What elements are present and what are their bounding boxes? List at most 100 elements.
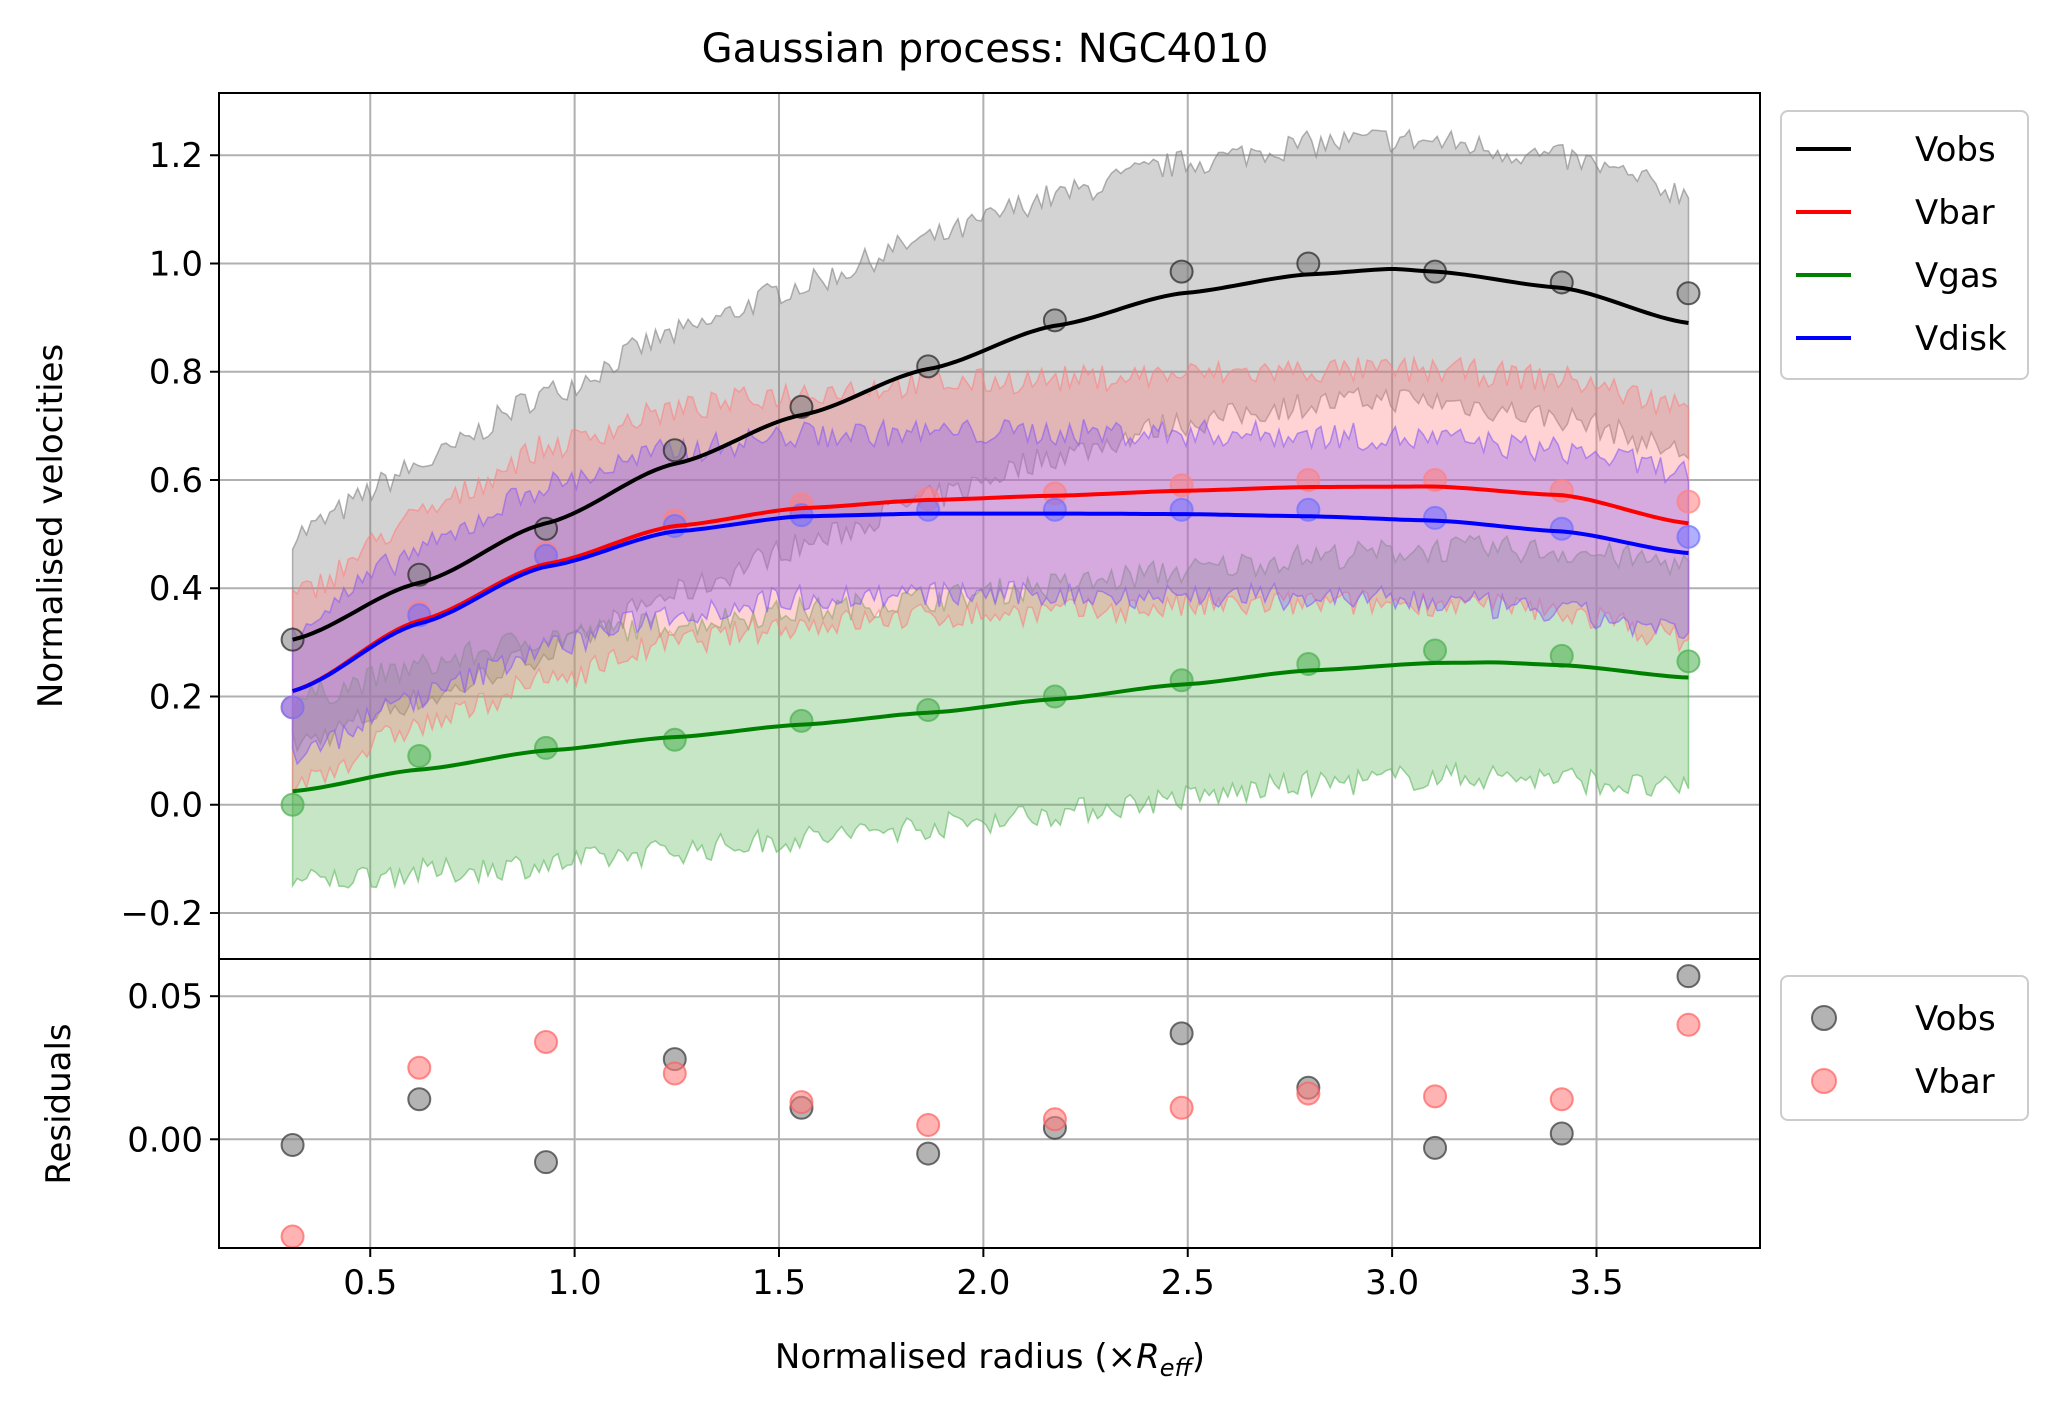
xtick-label-2: 1.5 xyxy=(752,1263,806,1303)
point-vgas-5 xyxy=(916,698,941,723)
residual-vbar-5 xyxy=(916,1112,941,1137)
legend-label-vobs: Vobs xyxy=(1915,130,1996,170)
fit-line-vdisk xyxy=(292,511,1689,694)
residuals-legend-box xyxy=(1780,975,2029,1121)
xtick-label-5: 3.0 xyxy=(1365,1263,1419,1303)
point-vgas-9 xyxy=(1423,638,1448,663)
residual-vobs-2 xyxy=(534,1150,559,1175)
main-ytick-label-5: 0.8 xyxy=(149,353,203,393)
residuals-y-ticks: 0.00 0.05 xyxy=(127,977,219,1160)
x-ticks: 0.5 1.0 1.5 2.0 2.5 3.0 3.5 xyxy=(343,1248,1624,1303)
legend-label-vdisk: Vdisk xyxy=(1915,319,2007,359)
residuals-legend: Vobs Vbar xyxy=(1780,975,2029,1121)
residual-points xyxy=(280,964,1701,1248)
residual-vbar-10 xyxy=(1549,1087,1574,1112)
main-ytick-label-6: 1.0 xyxy=(149,244,203,284)
residual-vobs-11 xyxy=(1676,964,1701,989)
xtick-label-3: 2.0 xyxy=(956,1263,1010,1303)
main-ytick-label-1: 0.0 xyxy=(149,786,203,826)
residual-vbar-4 xyxy=(789,1090,814,1115)
x-axis-label-main: Normalised radius (× xyxy=(775,1337,1136,1377)
confidence-bands xyxy=(291,128,1690,890)
residual-vobs-9 xyxy=(1423,1135,1448,1160)
x-axis-label-subscript: eff xyxy=(1160,1354,1195,1382)
point-vobs-11 xyxy=(1676,281,1701,306)
xtick-label-4: 2.5 xyxy=(1161,1263,1215,1303)
main-ytick-label-3: 0.4 xyxy=(149,569,203,609)
main-panel: −0.2 0.0 0.2 0.4 0.6 0.8 1.0 1.2 Normalised vel… xyxy=(31,92,1761,960)
residual-vbar-6 xyxy=(1042,1107,1067,1132)
point-vgas-3 xyxy=(662,727,687,752)
main-legend-box xyxy=(1780,110,2029,380)
point-vbar-10 xyxy=(1549,478,1574,503)
main-y-axis-label: Normalised velocities xyxy=(31,344,71,708)
point-vdisk-9 xyxy=(1423,505,1448,530)
point-vobs-8 xyxy=(1296,251,1321,276)
residuals-panel: 0.00 0.05 0.5 1.0 1.5 2.0 2.5 3.0 3.5 Residuals… xyxy=(39,958,1761,1382)
fit-lines xyxy=(291,267,1689,794)
point-vdisk-11 xyxy=(1676,524,1701,549)
residuals-y-axis-label: Residuals xyxy=(39,1023,79,1184)
residual-vbar-7 xyxy=(1169,1095,1194,1120)
legend-marker-res-vbar xyxy=(1811,1068,1837,1094)
point-vdisk-0 xyxy=(280,695,305,720)
residual-vbar-1 xyxy=(407,1055,432,1080)
point-vobs-0 xyxy=(280,627,305,652)
residual-vbar-2 xyxy=(534,1029,559,1054)
main-y-ticks: −0.2 0.0 0.2 0.4 0.6 0.8 1.0 1.2 xyxy=(120,136,219,934)
residual-vobs-1 xyxy=(407,1087,432,1112)
point-vbar-11 xyxy=(1676,489,1701,514)
residual-vobs-5 xyxy=(916,1141,941,1166)
residual-vbar-11 xyxy=(1676,1012,1701,1037)
residuals-axes-frame xyxy=(218,958,1761,1249)
point-vgas-6 xyxy=(1042,684,1067,709)
point-vgas-1 xyxy=(407,744,432,769)
main-grid xyxy=(219,93,1760,959)
point-vgas-0 xyxy=(280,792,305,817)
point-vdisk-7 xyxy=(1169,497,1194,522)
residual-vbar-0 xyxy=(280,1224,305,1248)
point-vbar-7 xyxy=(1169,473,1194,498)
x-axis-label: Normalised radius (×Reff) xyxy=(775,1337,1205,1382)
legend-label-res-vobs: Vobs xyxy=(1915,999,1996,1039)
fit-line-vbar xyxy=(291,484,1689,694)
main-ytick-label-4: 0.6 xyxy=(149,461,203,501)
residual-vbar-8 xyxy=(1296,1081,1321,1106)
xtick-label-0: 0.5 xyxy=(343,1263,397,1303)
fit-line-vgas xyxy=(292,660,1689,794)
xtick-label-1: 1.0 xyxy=(548,1263,602,1303)
point-vgas-7 xyxy=(1169,668,1194,693)
point-vobs-7 xyxy=(1169,259,1194,284)
residual-vbar-9 xyxy=(1423,1084,1448,1109)
main-ytick-label-7: 1.2 xyxy=(149,136,203,176)
main-ytick-label-2: 0.2 xyxy=(149,677,203,717)
point-vgas-11 xyxy=(1676,649,1701,674)
chart-title: Gaussian process: NGC4010 xyxy=(702,26,1269,72)
x-axis-label-close: ) xyxy=(1192,1337,1205,1377)
legend-label-res-vbar: Vbar xyxy=(1915,1062,1995,1102)
xtick-label-6: 3.5 xyxy=(1569,1263,1623,1303)
main-ytick-label-0: −0.2 xyxy=(120,894,203,934)
main-legend: Vobs Vbar Vgas Vdisk xyxy=(1780,110,2029,380)
residual-vobs-10 xyxy=(1549,1121,1574,1146)
point-vgas-4 xyxy=(789,708,814,733)
legend-label-vgas: Vgas xyxy=(1915,256,1998,296)
residual-vbar-3 xyxy=(662,1061,687,1086)
residual-vobs-0 xyxy=(280,1132,305,1157)
x-axis-label-italic: R xyxy=(1136,1337,1160,1377)
fit-line-vobs xyxy=(292,267,1689,642)
point-vgas-2 xyxy=(534,735,559,760)
residual-vobs-7 xyxy=(1169,1021,1194,1046)
res-ytick-label-1: 0.05 xyxy=(127,977,203,1017)
point-vdisk-6 xyxy=(1042,497,1067,522)
legend-marker-res-vobs xyxy=(1811,1005,1837,1031)
band-vgas xyxy=(291,534,1690,890)
point-vdisk-10 xyxy=(1549,516,1574,541)
res-ytick-label-0: 0.00 xyxy=(127,1120,203,1160)
band-vbar xyxy=(291,354,1690,795)
point-vobs-3 xyxy=(662,438,687,463)
legend-label-vbar: Vbar xyxy=(1915,193,1995,233)
band-vdisk xyxy=(291,417,1690,766)
